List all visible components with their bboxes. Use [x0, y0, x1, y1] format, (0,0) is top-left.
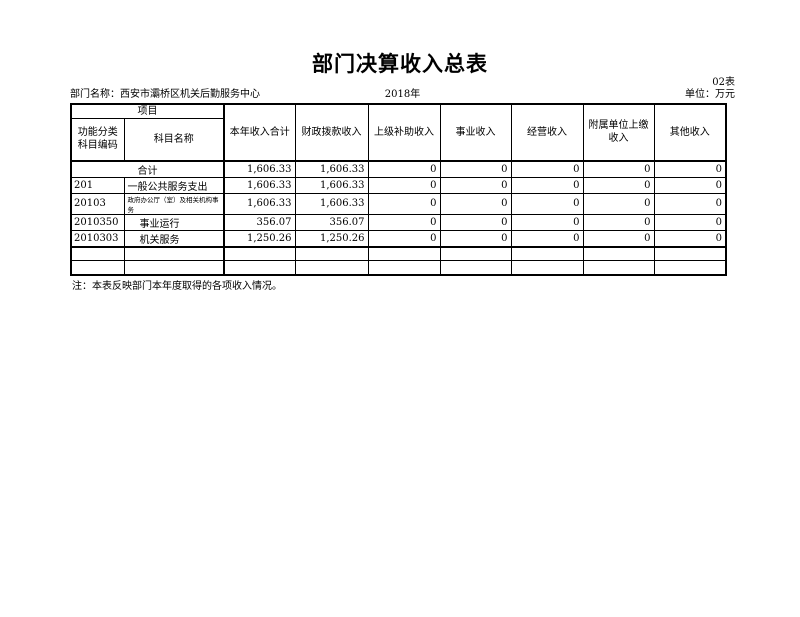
- value-cell: 0: [653, 213, 727, 231]
- value-cell: [439, 245, 512, 261]
- value-cell: 0: [582, 192, 655, 215]
- value-cell: [367, 260, 441, 275]
- header-other-income: 其他收入: [653, 103, 727, 161]
- table-row: 2010303 机关服务 1,250.26 1,250.26 0 0 0 0 0: [70, 229, 727, 247]
- table-footnote: 注：本表反映部门本年度取得的各项收入情况。: [72, 280, 282, 292]
- table-header: 项目 本年收入合计 财政拨款收入 上级补助收入 事业收入 经营收入 附属单位上缴…: [70, 103, 727, 162]
- value-cell: 0: [653, 192, 727, 215]
- function-code-cell: [70, 245, 125, 261]
- function-code-cell: 2010350: [70, 213, 125, 231]
- unit-label: 单位：万元: [685, 89, 736, 100]
- value-cell: [223, 245, 296, 261]
- value-cell: [510, 245, 584, 261]
- table-row-empty: [70, 260, 727, 275]
- table-row: 20103 政府办公厅（室）及相关机构事务 1,606.33 1,606.33 …: [70, 192, 727, 215]
- value-cell: 1,606.33: [294, 160, 369, 178]
- value-cell: 0: [367, 192, 441, 215]
- value-cell: 0: [653, 176, 727, 194]
- header-subject-name: 科目名称: [123, 118, 225, 162]
- header-total-income: 本年收入合计: [223, 103, 296, 161]
- value-cell: 0: [439, 213, 512, 231]
- value-cell: 0: [582, 176, 655, 194]
- value-cell: [367, 245, 441, 261]
- value-cell: [439, 260, 512, 275]
- value-cell: 1,606.33: [294, 192, 369, 215]
- value-cell: 0: [439, 192, 512, 215]
- value-cell: 0: [439, 229, 512, 247]
- department-name: 部门名称：西安市灞桥区机关后勤服务中心: [70, 89, 260, 100]
- header-fiscal-appropriation: 财政拨款收入: [294, 103, 369, 161]
- table-number: 02表: [712, 77, 735, 88]
- value-cell: [582, 245, 655, 261]
- function-code-cell: 2010303: [70, 229, 125, 247]
- subject-name-cell: [123, 245, 225, 261]
- value-cell: 0: [510, 213, 584, 231]
- fiscal-year: 2018年: [384, 89, 421, 100]
- meta-row: 部门名称：西安市灞桥区机关后勤服务中心 2018年 单位：万元: [70, 89, 735, 101]
- document-page: 部门决算收入总表 02表 部门名称：西安市灞桥区机关后勤服务中心 2018年 单…: [0, 52, 800, 617]
- value-cell: 0: [653, 160, 727, 178]
- value-cell: 356.07: [223, 213, 296, 231]
- value-cell: 0: [582, 213, 655, 231]
- subject-name-cell: 事业运行: [123, 213, 225, 231]
- function-code-cell: 20103: [70, 192, 125, 215]
- value-cell: 0: [510, 176, 584, 194]
- value-cell: 0: [510, 160, 584, 178]
- value-cell: 0: [510, 192, 584, 215]
- value-cell: 0: [367, 213, 441, 231]
- value-cell: 0: [510, 229, 584, 247]
- function-code-cell: [70, 260, 125, 275]
- value-cell: 0: [367, 160, 441, 178]
- page-title: 部门决算收入总表: [312, 51, 488, 76]
- value-cell: [223, 260, 296, 275]
- table-row: 2010350 事业运行 356.07 356.07 0 0 0 0 0: [70, 213, 727, 231]
- subject-name-cell: 机关服务: [123, 229, 225, 247]
- header-function-code: 功能分类科目编码: [70, 118, 125, 162]
- table-row-total: 合计 1,606.33 1,606.33 0 0 0 0 0: [70, 160, 727, 178]
- value-cell: 0: [439, 160, 512, 178]
- function-code-cell: 201: [70, 176, 125, 194]
- header-group-item: 项目: [70, 103, 225, 119]
- value-cell: 0: [367, 176, 441, 194]
- value-cell: 0: [582, 229, 655, 247]
- value-cell: [653, 260, 727, 275]
- subject-name-cell: 政府办公厅（室）及相关机构事务: [123, 192, 225, 215]
- value-cell: 1,606.33: [294, 176, 369, 194]
- value-cell: 356.07: [294, 213, 369, 231]
- value-cell: 1,250.26: [294, 229, 369, 247]
- value-cell: [294, 260, 369, 275]
- income-summary-table: 项目 本年收入合计 财政拨款收入 上级补助收入 事业收入 经营收入 附属单位上缴…: [70, 103, 727, 276]
- value-cell: 1,250.26: [223, 229, 296, 247]
- subject-name-cell: 合计: [70, 160, 225, 178]
- value-cell: [582, 260, 655, 275]
- value-cell: [294, 245, 369, 261]
- table-row: 201 一般公共服务支出 1,606.33 1,606.33 0 0 0 0 0: [70, 176, 727, 194]
- value-cell: [510, 260, 584, 275]
- header-institutional-income: 事业收入: [439, 103, 512, 161]
- header-superior-subsidy: 上级补助收入: [367, 103, 441, 161]
- value-cell: [653, 245, 727, 261]
- value-cell: 0: [582, 160, 655, 178]
- value-cell: 1,606.33: [223, 176, 296, 194]
- value-cell: 0: [653, 229, 727, 247]
- value-cell: 0: [367, 229, 441, 247]
- subject-name-cell: [123, 260, 225, 275]
- table-body: 合计 1,606.33 1,606.33 0 0 0 0 0 201 一般公共服…: [70, 160, 727, 275]
- table-row-empty: [70, 245, 727, 261]
- subject-name-cell: 一般公共服务支出: [123, 176, 225, 194]
- header-affiliated-remittance: 附属单位上缴收入: [582, 103, 655, 161]
- value-cell: 1,606.33: [223, 192, 296, 215]
- header-operating-income: 经营收入: [510, 103, 584, 161]
- value-cell: 1,606.33: [223, 160, 296, 178]
- value-cell: 0: [439, 176, 512, 194]
